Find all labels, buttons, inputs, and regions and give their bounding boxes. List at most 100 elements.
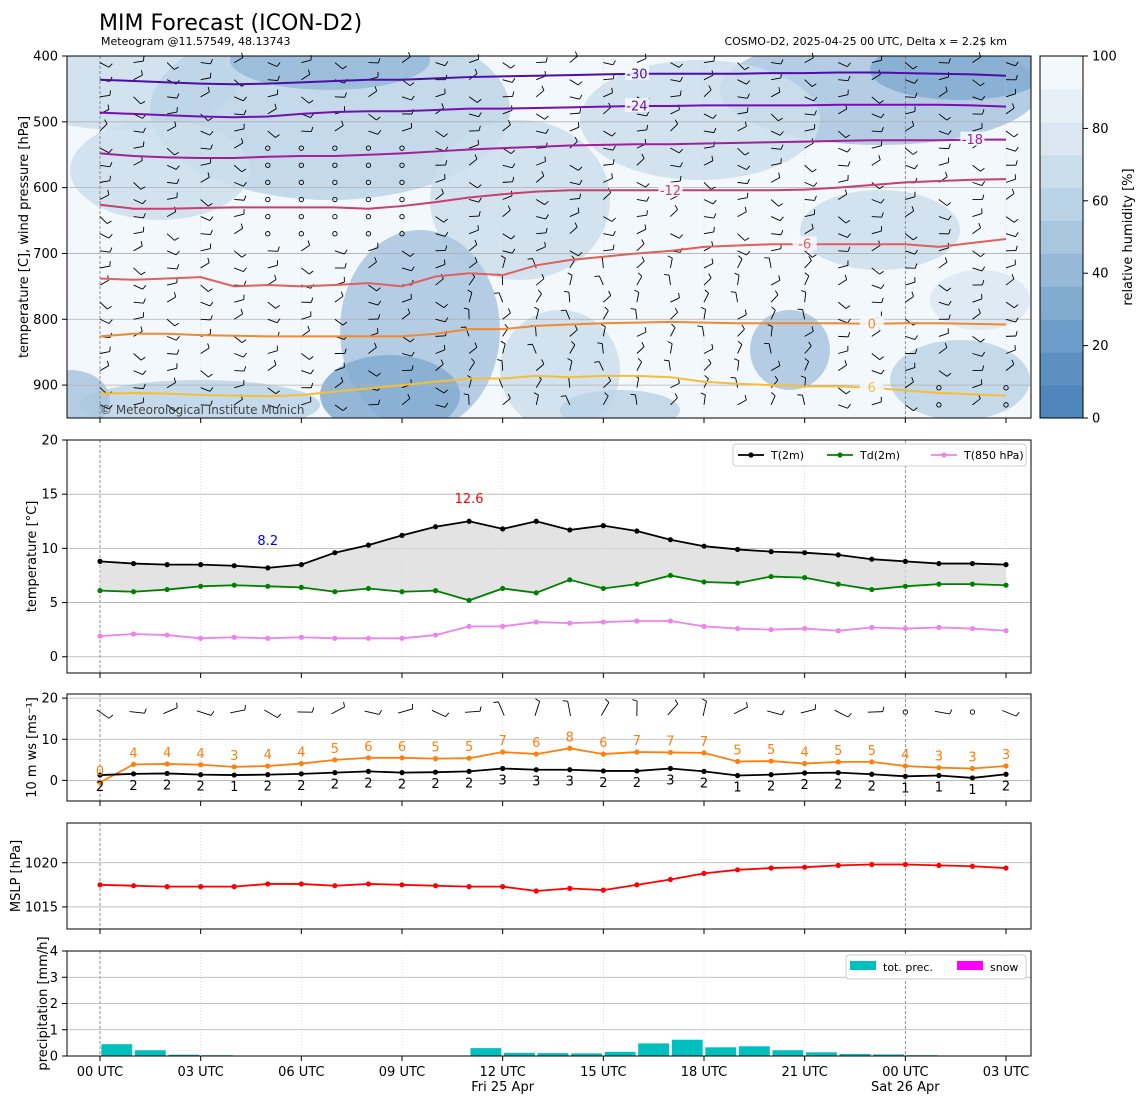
- wind-barb-shaft: [301, 130, 312, 133]
- wind-barb-shaft: [167, 282, 177, 286]
- wind-barb-icon: [567, 272, 573, 286]
- legend-label: Td(2m): [859, 449, 900, 462]
- wind-barb-icon: [468, 239, 478, 252]
- wind-barb-shaft: [972, 127, 983, 132]
- wind-barb-icon: [535, 289, 542, 303]
- wind-barb-flag: [109, 90, 111, 96]
- wind-barb-shaft: [670, 95, 681, 98]
- wind-speed-point: [802, 770, 808, 776]
- wind-barb-icon: [502, 176, 515, 183]
- wind-barb-icon: [536, 214, 549, 220]
- wind-barb-icon: [670, 204, 678, 217]
- wind-barb-icon: [1005, 274, 1015, 286]
- wind-speed-label: 2: [264, 780, 272, 795]
- wind-barb-shaft: [703, 363, 712, 371]
- series-point: [634, 581, 640, 587]
- wind-barb-flag: [845, 219, 851, 224]
- wind-barb-shaft: [536, 61, 547, 64]
- wind-speed-point: [734, 772, 741, 779]
- wind-barb-shaft: [737, 62, 745, 70]
- wind-barb-shaft: [770, 395, 776, 406]
- wind-barb-flag: [778, 87, 781, 93]
- wind-barb-shaft: [166, 211, 177, 217]
- calm-wind-icon: [298, 213, 304, 220]
- wind-barb-shaft: [368, 247, 379, 252]
- wind-barb-flag: [607, 376, 612, 382]
- wind-barb-shaft: [535, 309, 540, 320]
- wind-barb-flag: [778, 117, 783, 122]
- wind-barb-shaft: [334, 404, 344, 411]
- wind-barb-flag: [106, 220, 112, 224]
- series-point: [768, 573, 774, 580]
- wind-barb-flag: [604, 306, 609, 311]
- wind-barb-icon: [364, 709, 382, 715]
- wind-barb-icon: [401, 95, 415, 101]
- calm-wind-icon: [969, 709, 976, 715]
- wind-barb-icon: [200, 229, 213, 236]
- wind-barb-icon: [233, 52, 244, 63]
- wind-barb-shaft: [838, 179, 849, 183]
- wind-barb-flag: [107, 360, 110, 366]
- series-line: [99, 520, 1007, 569]
- wind-barb-flag: [982, 194, 985, 200]
- gust-label: 6: [532, 736, 540, 751]
- wind-speed-label: 2: [868, 779, 876, 794]
- calm-wind-icon: [265, 162, 271, 168]
- wind-barb-flag: [911, 206, 915, 212]
- precip-bar: [168, 1054, 200, 1056]
- wind-barb-shaft: [871, 284, 882, 289]
- wind-barb-icon: [871, 212, 884, 218]
- wind-barb-shaft: [200, 176, 210, 183]
- wind-barb-flag: [243, 96, 247, 102]
- wind-barb-shaft: [99, 233, 110, 239]
- wind-barb-icon: [804, 341, 812, 354]
- wind-barb-shaft: [96, 709, 110, 719]
- mslp-point: [969, 863, 976, 869]
- wind-barb-icon: [469, 211, 481, 218]
- wind-barb-flag: [275, 134, 280, 138]
- wind-barb-shaft: [133, 387, 144, 390]
- wind-barb-icon: [1005, 216, 1019, 223]
- wind-barb-shaft: [838, 318, 848, 324]
- mslp-point: [231, 884, 237, 890]
- wind-barb-shaft: [534, 701, 541, 716]
- wind-barb-icon: [1005, 61, 1019, 67]
- x-tick-label: 12 UTC: [479, 1065, 525, 1080]
- wind-barb-shaft: [536, 161, 546, 166]
- wind-barb-shaft: [636, 113, 647, 117]
- wind-barb-flag: [674, 699, 679, 705]
- wind-barb-flag: [708, 358, 712, 364]
- wind-barb-flag: [107, 104, 110, 110]
- wind-barb-shaft: [567, 701, 571, 717]
- wind-barb-flag: [176, 264, 180, 270]
- wind-barb-shaft: [871, 267, 880, 275]
- wind-barb-flag: [241, 52, 244, 58]
- wind-barb-flag: [109, 247, 113, 253]
- wind-barb-icon: [133, 284, 147, 290]
- wind-barb-shaft: [804, 57, 814, 63]
- y-tick-label: 3: [50, 971, 58, 986]
- wind-barb-flag: [813, 96, 818, 102]
- wind-barb-shaft: [502, 258, 506, 269]
- wind-barb-icon: [905, 147, 918, 155]
- series-point: [164, 632, 170, 638]
- wind-barb-icon: [99, 147, 113, 154]
- gust-label: 8: [566, 730, 574, 745]
- wind-barb-icon: [737, 324, 745, 337]
- wind-barb-shaft: [133, 130, 144, 133]
- wind-barb-icon: [972, 164, 985, 172]
- wind-speed-point: [198, 772, 204, 778]
- y-tick-label: 1020: [25, 856, 58, 871]
- wind-barb-icon: [670, 233, 684, 239]
- wind-barb-shaft: [569, 96, 580, 100]
- wind-barb-icon: [401, 122, 412, 132]
- wind-barb-flag: [310, 382, 314, 388]
- wind-barb-shaft: [267, 301, 276, 309]
- wind-barb-flag: [493, 701, 499, 703]
- series-point: [432, 524, 439, 530]
- wind-barb-shaft: [603, 233, 614, 237]
- wind-barb-shaft: [200, 301, 211, 307]
- isotherm-label-bg: [859, 315, 884, 330]
- wind-barb-icon: [234, 195, 247, 201]
- wind-barb-icon: [938, 228, 951, 235]
